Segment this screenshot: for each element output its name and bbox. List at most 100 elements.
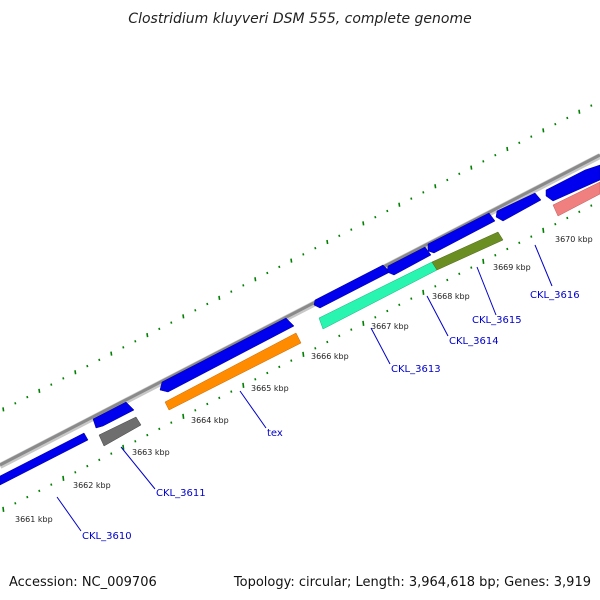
- outer-scale-tick: [386, 209, 389, 213]
- inner-scale-tick: [530, 235, 533, 238]
- inner-scale-tick: [182, 413, 185, 419]
- gene-bar-ckl-3616[interactable]: [552, 181, 600, 217]
- inner-scale-tick: [266, 371, 269, 375]
- inner-scale-tick: [542, 227, 545, 233]
- outer-scale-tick: [110, 351, 113, 356]
- outer-scale-tick: [230, 290, 233, 293]
- inner-scale-tick: [50, 483, 53, 486]
- gene-bar-tex[interactable]: [164, 332, 302, 411]
- cds-arrow[interactable]: [92, 401, 135, 429]
- outer-scale-tick: [350, 228, 353, 231]
- scale-label: 3662 kbp: [73, 481, 111, 490]
- outer-scale-tick: [182, 314, 185, 319]
- scale-label: 3668 kbp: [432, 292, 470, 301]
- outer-scale-tick: [158, 327, 161, 331]
- label-leaders: [56, 244, 553, 532]
- inner-scale-tick: [302, 351, 305, 357]
- gene-label-ckl-3615[interactable]: CKL_3615: [472, 315, 522, 326]
- inner-scale-tick: [386, 309, 389, 313]
- inner-scale-tick: [230, 390, 233, 393]
- outer-scale-tick: [266, 271, 269, 275]
- inner-scale-tick: [86, 464, 89, 468]
- inner-scale-tick: [2, 506, 5, 512]
- outer-scale-tick: [554, 122, 557, 126]
- inner-scale-tick: [158, 427, 161, 431]
- inner-scale-tick: [314, 347, 317, 350]
- inner-scale-tick: [470, 266, 473, 269]
- scale-label: 3667 kbp: [371, 322, 409, 331]
- cds-arrow[interactable]: [495, 192, 542, 222]
- outer-scale-tick: [2, 407, 5, 412]
- map-title: Clostridium kluyveri DSM 555, complete g…: [128, 11, 471, 27]
- genome-summary-text: Topology: circular; Length: 3,964,618 bp…: [233, 575, 591, 590]
- gene-bar-ckl-3614[interactable]: [431, 231, 504, 271]
- inner-scale-tick: [554, 222, 557, 226]
- inner-scale-tick: [578, 210, 581, 214]
- inner-scale-tick: [398, 303, 401, 307]
- cds-track-outer: [0, 164, 600, 486]
- outer-scale-tick: [542, 128, 545, 133]
- gene-label-ckl-3613[interactable]: CKL_3613: [391, 364, 441, 375]
- outer-scale-tick: [446, 178, 449, 182]
- outer-scale-tick: [578, 109, 581, 114]
- scale-label: 3664 kbp: [191, 416, 229, 425]
- outer-scale-tick: [530, 135, 533, 138]
- scale-label: 3661 kbp: [15, 515, 53, 524]
- cds-arrow[interactable]: [159, 317, 295, 393]
- outer-scale-tick: [422, 191, 425, 194]
- gene-label-ckl-3614[interactable]: CKL_3614: [449, 336, 499, 347]
- outer-scale-tick: [566, 116, 569, 120]
- inner-scale-tick: [446, 278, 449, 282]
- cds-arrow[interactable]: [0, 432, 89, 486]
- outer-scale-tick: [458, 172, 461, 176]
- inner-scale-tick: [410, 297, 413, 300]
- outer-scale-tick: [206, 302, 209, 306]
- outer-scale-tick: [242, 284, 245, 287]
- outer-scale-tick: [254, 277, 257, 282]
- outer-scale-tick: [38, 388, 41, 394]
- accession-text: Accession: NC_009706: [9, 575, 157, 590]
- inner-scale-tick: [326, 340, 329, 344]
- scale-label: 3663 kbp: [132, 448, 170, 457]
- inner-scale-tick: [206, 402, 209, 406]
- inner-scale-tick: [278, 365, 281, 369]
- outer-scale-tick: [170, 321, 173, 324]
- outer-scale-tick: [506, 146, 509, 152]
- outer-scale-tick: [326, 239, 329, 245]
- cds-arrow[interactable]: [313, 264, 391, 309]
- inner-scale-tick: [38, 489, 41, 493]
- inner-scale-tick: [26, 495, 29, 499]
- scale-label: 3670 kbp: [555, 235, 593, 244]
- cds-arrow[interactable]: [427, 212, 496, 254]
- scale-labels: 3661 kbp 3662 kbp 3663 kbp 3664 kbp 3665…: [15, 235, 593, 524]
- leader-ckl-3610: [56, 496, 82, 532]
- inner-scale-tick: [494, 253, 497, 257]
- gene-track-inner: [98, 181, 600, 447]
- outer-scale-tick: [134, 340, 137, 343]
- inner-scale-tick: [218, 396, 221, 400]
- gene-label-ckl-3610[interactable]: CKL_3610: [82, 531, 132, 542]
- scale-ticks: [2, 104, 593, 512]
- inner-scale-tick: [566, 216, 569, 220]
- leader-ckl-3611: [120, 446, 156, 490]
- inner-scale-tick: [170, 421, 173, 424]
- scale-label: 3665 kbp: [251, 384, 289, 393]
- gene-label-tex[interactable]: tex: [267, 428, 283, 439]
- gene-label-ckl-3616[interactable]: CKL_3616: [530, 290, 580, 301]
- inner-scale-tick: [98, 458, 101, 462]
- gene-label-ckl-3611[interactable]: CKL_3611: [156, 488, 206, 499]
- inner-scale-tick: [434, 285, 437, 288]
- genome-backbone: [0, 153, 600, 467]
- cds-arrow[interactable]: [386, 246, 432, 276]
- inner-scale-tick: [374, 316, 377, 319]
- outer-scale-tick: [362, 221, 365, 226]
- outer-scale-tick: [470, 165, 473, 170]
- inner-scale-tick: [62, 475, 65, 481]
- gene-bar-ckl-3611[interactable]: [98, 416, 142, 447]
- inner-scale-tick: [110, 452, 113, 455]
- outer-scale-tick: [290, 258, 293, 263]
- leader-ckl-3614: [426, 295, 449, 337]
- cds-arrow[interactable]: [545, 164, 600, 202]
- outer-scale-tick: [194, 309, 197, 312]
